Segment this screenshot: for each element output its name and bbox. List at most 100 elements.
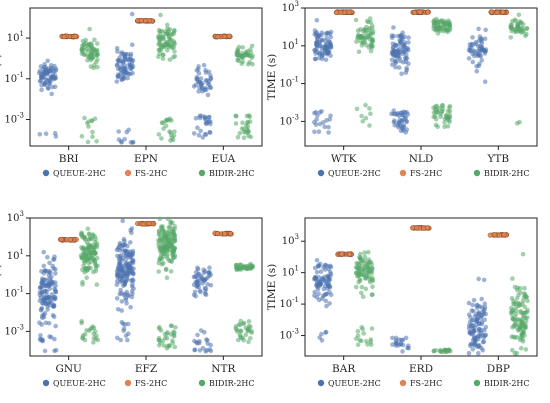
data-point (192, 338, 197, 344)
data-point (164, 335, 170, 341)
data-point (367, 16, 373, 21)
data-point (434, 107, 440, 113)
data-point (321, 120, 326, 125)
data-point (79, 320, 84, 326)
data-point (319, 56, 325, 62)
data-point (482, 48, 487, 53)
data-point (92, 116, 98, 121)
data-point (425, 9, 431, 15)
data-point (510, 276, 515, 281)
x-tick-label: EUA (211, 153, 235, 165)
data-point (85, 226, 91, 232)
legend-marker (198, 169, 206, 177)
data-point (353, 17, 359, 23)
data-point (52, 296, 58, 302)
y-tick-label: 10-3 (4, 323, 24, 337)
data-point (393, 64, 398, 70)
data-point (88, 242, 93, 248)
data-point (517, 326, 523, 331)
data-point (470, 35, 475, 40)
data-point (198, 289, 203, 295)
data-point (116, 129, 121, 134)
y-tick-label: 10-1 (279, 76, 299, 90)
data-point (95, 57, 100, 62)
data-point (80, 235, 85, 240)
data-point (114, 62, 120, 68)
data-point (404, 67, 410, 73)
data-point (522, 285, 527, 291)
legend-label: BIDIR-2HC (484, 379, 530, 388)
data-point (368, 111, 373, 116)
data-point (45, 86, 51, 91)
data-point (87, 41, 93, 47)
data-point (237, 130, 243, 136)
data-point (513, 300, 518, 305)
data-point (482, 79, 488, 84)
legend: QUEUE-2HC FS-2HC BIDIR-2HC (317, 169, 530, 178)
data-point (238, 318, 244, 324)
data-point (477, 304, 483, 309)
data-point (314, 257, 320, 263)
data-point (203, 132, 209, 137)
data-point (114, 46, 120, 51)
data-point (368, 48, 374, 54)
data-point (471, 308, 476, 314)
data-point (203, 70, 209, 75)
legend-label: BIDIR-2HC (484, 169, 530, 178)
data-point (446, 27, 451, 32)
data-point (168, 220, 173, 226)
data-point (90, 134, 95, 140)
data-point (399, 337, 405, 343)
data-point (226, 33, 232, 39)
data-point (323, 298, 329, 304)
y-tick-label: 10-1 (4, 286, 24, 300)
data-point (362, 250, 367, 255)
data-point (328, 113, 333, 119)
data-point (128, 140, 134, 145)
data-point (130, 64, 136, 69)
data-point (45, 307, 50, 312)
data-point (120, 218, 125, 224)
data-point (130, 260, 136, 266)
data-point (198, 113, 204, 119)
data-point (402, 40, 407, 45)
legend-marker (124, 379, 132, 387)
data-point (346, 9, 352, 15)
data-point (394, 340, 399, 346)
data-point (363, 274, 369, 279)
data-point (37, 132, 43, 137)
data-point (368, 20, 374, 25)
y-tick-label: 10-1 (4, 71, 24, 85)
data-point (313, 276, 319, 282)
data-point (195, 265, 200, 271)
data-point (468, 343, 473, 349)
data-point (156, 132, 162, 137)
data-point (128, 304, 133, 310)
x-tick-label: NTR (211, 363, 236, 375)
data-point (514, 304, 519, 310)
y-tick-label: 101 (282, 265, 299, 279)
data-point (489, 9, 495, 15)
data-point (358, 255, 363, 261)
data-point (470, 347, 476, 352)
data-point (523, 33, 528, 39)
data-point (397, 46, 402, 52)
data-point (523, 347, 529, 352)
data-point (356, 262, 362, 268)
data-point (197, 339, 202, 344)
data-point (124, 289, 130, 295)
data-point (443, 347, 448, 353)
data-point (479, 57, 485, 63)
legend: QUEUE-2HC FS-2HC BIDIR-2HC (317, 379, 530, 388)
data-point (165, 216, 171, 222)
data-point (37, 78, 43, 84)
data-point (237, 262, 243, 267)
data-point (433, 116, 439, 122)
data-point (93, 265, 99, 271)
data-point (431, 23, 437, 29)
data-point (475, 48, 481, 53)
data-point (128, 57, 133, 63)
data-point (41, 249, 46, 255)
data-point (42, 277, 48, 283)
legend-label: FS-2HC (135, 169, 167, 178)
